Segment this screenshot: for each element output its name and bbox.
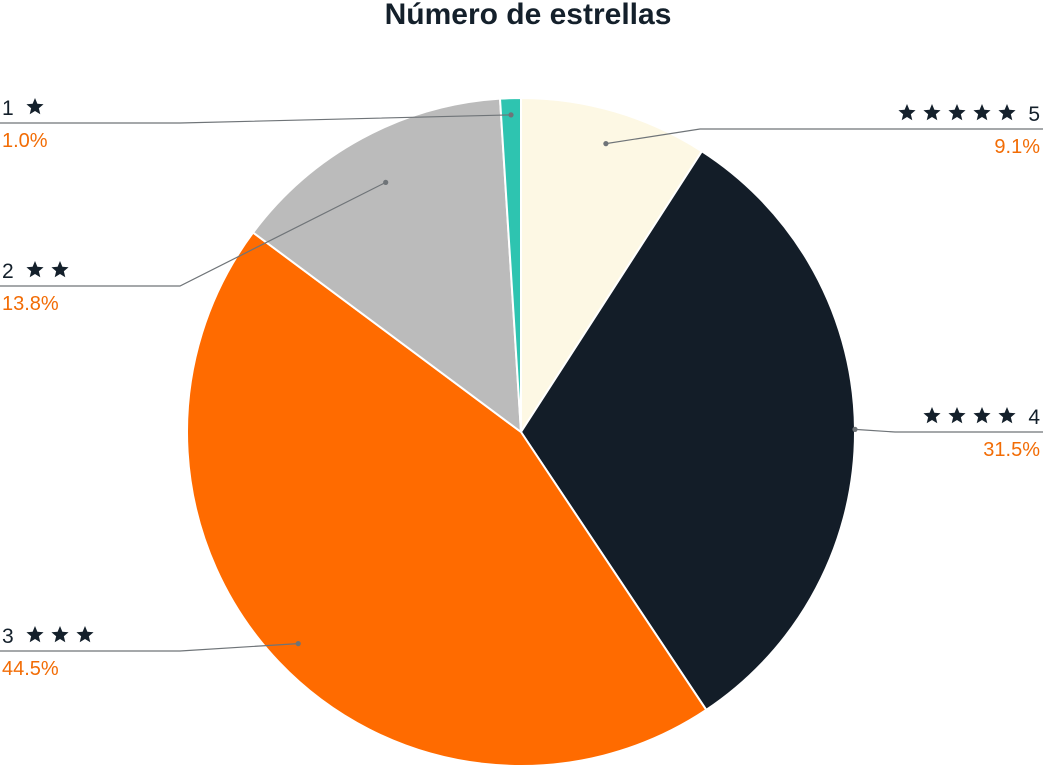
leader-line-1: [0, 114, 512, 124]
pie-slice-2-stars: [251, 97, 523, 435]
slice-percent-5: 9.1%: [994, 136, 1040, 158]
slice-label-1: 1: [2, 97, 14, 120]
leader-dot-2: [383, 179, 389, 185]
leader-lines: [0, 112, 1043, 652]
star-icon: [51, 261, 69, 278]
pie-slices: [186, 96, 856, 767]
leader-line-3: [0, 643, 299, 652]
slice-percent-4: 31.5%: [983, 439, 1040, 461]
leader-dot-3: [295, 641, 301, 647]
star-icon: [998, 407, 1016, 424]
leader-line-4: [854, 428, 1043, 433]
leader-dot-5: [603, 141, 609, 147]
slice-percent-2: 13.8%: [2, 293, 59, 315]
star-icon: [948, 104, 966, 121]
star-icon: [973, 104, 991, 121]
slice-label-3: 3: [2, 625, 14, 648]
pie-slice-3-stars: [186, 231, 708, 767]
star-rating-icons-1: [26, 98, 44, 115]
leader-dot-4: [852, 426, 858, 432]
leader-line-2: [0, 181, 386, 287]
star-icon: [51, 626, 69, 643]
slice-label-5: 5: [1028, 103, 1040, 126]
leader-line-5: [605, 128, 1043, 145]
pie-slice-1-stars: [498, 96, 522, 433]
star-icon: [948, 407, 966, 424]
star-icon: [26, 626, 44, 643]
slice-label-2: 2: [2, 260, 14, 283]
slice-labels: 5 9.1% 4 31.5% 3 44.5% 2 13.8% 1 1.0%: [2, 97, 1040, 680]
star-icon: [923, 407, 941, 424]
star-icon: [26, 261, 44, 278]
slice-percent-1: 1.0%: [2, 130, 48, 152]
star-rating-icons-4: [923, 407, 1016, 424]
pie-slice-5-stars: [520, 96, 704, 436]
slice-percent-3: 44.5%: [2, 658, 59, 680]
star-rating-icons-3: [26, 626, 94, 643]
star-icon: [998, 104, 1016, 121]
star-rating-icons-2: [26, 261, 69, 278]
star-icon: [26, 98, 44, 115]
slice-label-4: 4: [1028, 406, 1040, 429]
star-icon: [973, 407, 991, 424]
star-icon: [76, 626, 94, 643]
leader-dot-1: [508, 112, 514, 118]
chart-title: Número de estrellas: [385, 0, 672, 31]
star-rating-icons-5: [898, 104, 1016, 121]
star-icon: [898, 104, 916, 121]
star-icon: [923, 104, 941, 121]
